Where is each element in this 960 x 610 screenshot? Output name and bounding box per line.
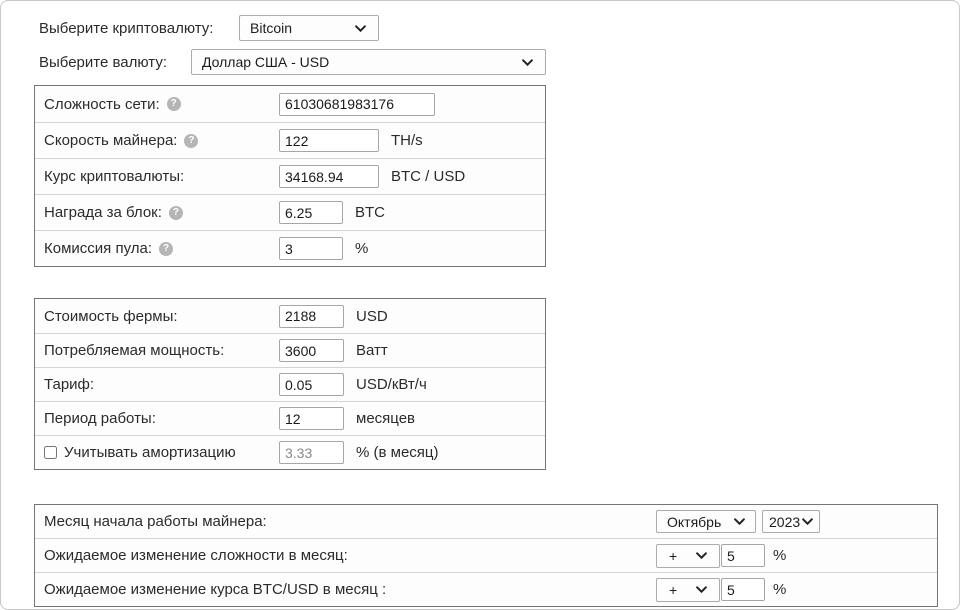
unit-label: % (773, 547, 787, 564)
unit-label: USD (356, 307, 388, 325)
currency-selector-row: Выберите валюту: Доллар США - USD (39, 49, 546, 75)
crypto-select-label: Выберите криптовалюту: (39, 19, 214, 37)
cryptocurrency-select[interactable]: Bitcoin (239, 15, 379, 41)
help-icon[interactable]: ? (166, 97, 181, 111)
start-year-value: 2023 (769, 513, 801, 530)
chevron-down-icon (355, 24, 366, 32)
unit-label: Ватт (356, 342, 388, 359)
field-label: Период работы: (44, 410, 156, 427)
field-label: Потребляемая мощность: (44, 342, 225, 359)
row-pool-fee: Комиссия пула: ? % (35, 230, 545, 266)
row-difficulty-change: Ожидаемое изменение сложности в месяц: +… (35, 538, 937, 572)
row-exchange-rate: Курс криптовалюты: BTC / USD (35, 158, 545, 194)
row-farm-cost: Стоимость фермы: USD (35, 299, 545, 333)
forecast-table: Месяц начала работы майнера: Октябрь 202… (34, 504, 938, 607)
network-params-table: Сложность сети: ? Скорость майнера: ? TH… (34, 85, 546, 267)
row-start-month: Месяц начала работы майнера: Октябрь 202… (35, 505, 937, 538)
row-rate-change: Ожидаемое изменение курса BTC/USD в меся… (35, 572, 937, 606)
help-icon[interactable]: ? (159, 241, 173, 256)
chevron-down-icon (696, 552, 707, 559)
field-label: Ожидаемое изменение сложности в месяц: (44, 547, 348, 564)
unit-label: USD/кВт/ч (356, 376, 427, 393)
help-icon[interactable]: ? (184, 133, 199, 148)
amortization-checkbox[interactable] (44, 446, 57, 459)
help-icon[interactable]: ? (168, 205, 183, 220)
row-miner-hashrate: Скорость майнера: ? TH/s (35, 122, 545, 158)
start-year-select[interactable]: 2023 (762, 510, 820, 533)
field-label: Комиссия пула: (44, 240, 152, 257)
field-label: Курс криптовалюты: (44, 168, 185, 185)
pool-fee-input[interactable] (279, 237, 343, 260)
field-label: Учитывать амортизацию (64, 444, 236, 461)
network-difficulty-input[interactable] (279, 92, 435, 116)
row-work-period: Период работы: месяцев (35, 401, 545, 435)
unit-label: % (355, 240, 369, 257)
field-label: Награда за блок: (44, 204, 162, 221)
farm-params-table: Стоимость фермы: USD Потребляемая мощнос… (34, 298, 546, 470)
row-amortization: Учитывать амортизацию % (в месяц) (35, 435, 545, 469)
unit-label: BTC / USD (391, 168, 466, 185)
unit-label: % (в месяц) (356, 444, 439, 461)
start-month-value: Октябрь (667, 513, 722, 530)
block-reward-input[interactable] (279, 201, 343, 224)
row-block-reward: Награда за блок: ? BTC (35, 194, 545, 230)
tariff-input[interactable] (279, 373, 344, 396)
unit-label: месяцев (356, 410, 416, 427)
unit-label: BTC (355, 204, 385, 221)
row-tariff: Тариф: USD/кВт/ч (35, 367, 545, 401)
field-label: Тариф: (44, 376, 95, 393)
difficulty-change-input[interactable] (721, 544, 765, 567)
field-label: Стоимость фермы: (44, 307, 178, 325)
rate-sign-value: + (669, 581, 678, 598)
chevron-down-icon (802, 518, 813, 525)
currency-select-value: Доллар США - USD (202, 54, 330, 70)
difficulty-sign-value: + (669, 547, 678, 564)
amortization-input[interactable] (279, 441, 344, 464)
rate-sign-select[interactable]: + (656, 577, 720, 602)
chevron-down-icon (522, 58, 533, 66)
difficulty-sign-select[interactable]: + (656, 543, 720, 568)
chevron-down-icon (734, 518, 745, 525)
chevron-down-icon (696, 586, 707, 593)
unit-label: % (773, 581, 787, 598)
currency-select-label: Выберите валюту: (39, 53, 168, 71)
row-power-consumption: Потребляемая мощность: Ватт (35, 333, 545, 367)
miner-hashrate-input[interactable] (279, 129, 379, 152)
row-network-difficulty: Сложность сети: ? (35, 86, 545, 122)
farm-cost-input[interactable] (279, 304, 344, 328)
field-label: Скорость майнера: (44, 132, 178, 149)
start-month-select[interactable]: Октябрь (656, 510, 756, 533)
unit-label: TH/s (391, 132, 423, 149)
crypto-selector-row: Выберите криптовалюту: Bitcoin (39, 15, 379, 41)
power-consumption-input[interactable] (279, 339, 344, 362)
work-period-input[interactable] (279, 407, 344, 430)
exchange-rate-input[interactable] (279, 165, 379, 188)
field-label: Ожидаемое изменение курса BTC/USD в меся… (44, 581, 387, 598)
field-label: Сложность сети: (44, 95, 160, 113)
currency-select[interactable]: Доллар США - USD (191, 49, 546, 75)
field-label: Месяц начала работы майнера: (44, 513, 267, 530)
cryptocurrency-select-value: Bitcoin (250, 20, 293, 36)
rate-change-input[interactable] (721, 578, 765, 601)
